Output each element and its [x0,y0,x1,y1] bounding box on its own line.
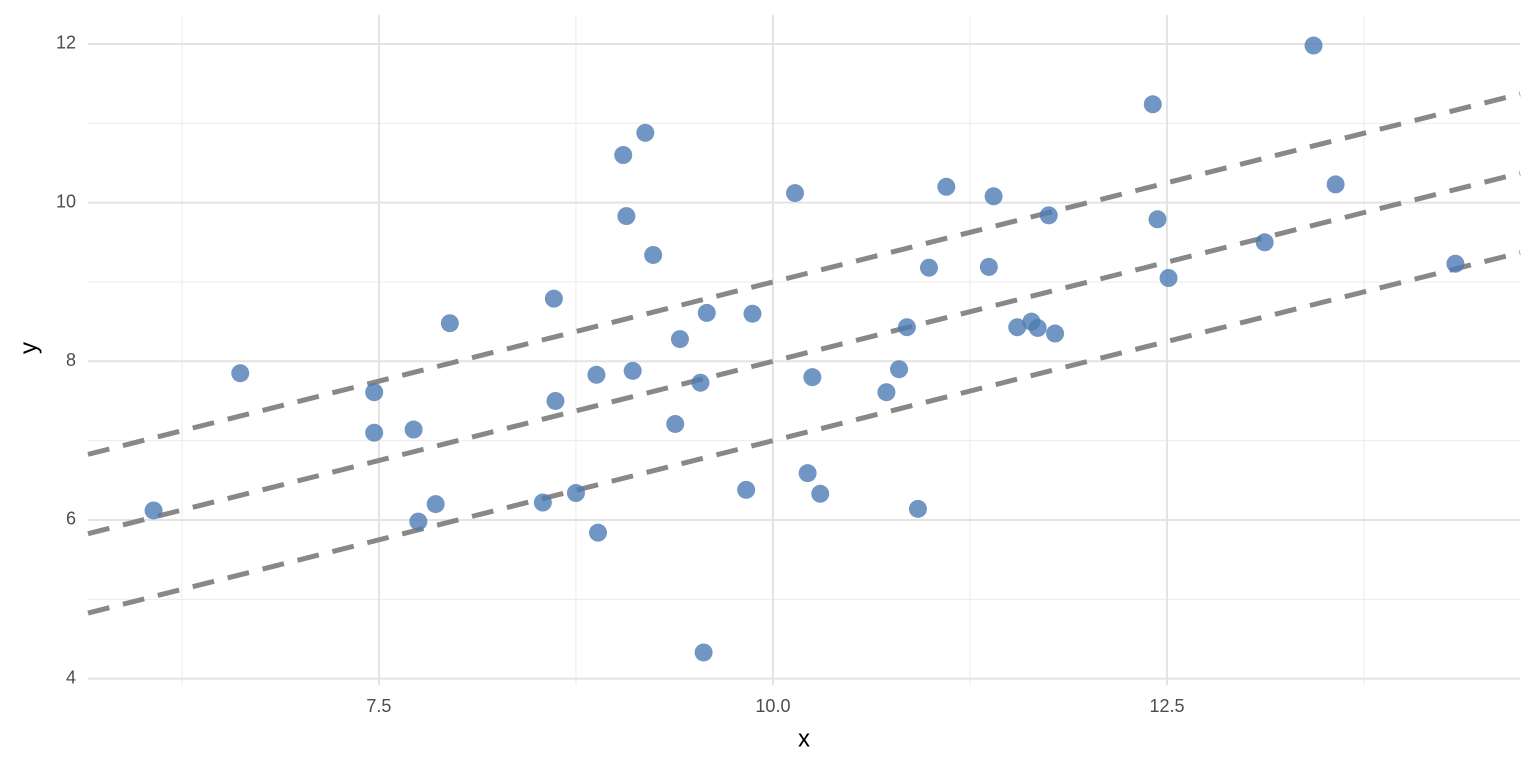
point [666,414,685,433]
point [670,330,689,349]
y-tick-label: 4 [66,667,76,687]
point [897,318,916,337]
point [636,123,655,142]
point [1326,175,1345,194]
point [533,493,552,512]
x-tick-label: 12.5 [1149,696,1184,716]
point [737,480,756,499]
point [1143,95,1162,114]
point [589,523,608,542]
point [1039,206,1058,225]
x-tick-label: 7.5 [366,696,391,716]
y-tick-label: 10 [56,191,76,211]
point [365,383,384,402]
x-axis-title: x [798,725,810,752]
y-tick-label: 8 [66,350,76,370]
point [1008,318,1027,337]
point [1159,269,1178,288]
point [803,368,822,387]
point [811,484,830,503]
point [890,360,909,379]
point [1446,254,1465,273]
point [691,373,710,392]
point [144,501,163,520]
reference-line [87,170,1521,537]
x-tick-label: 10.0 [755,696,790,716]
point [786,184,805,203]
y-tick-label: 6 [66,509,76,529]
y-axis-title: y [15,342,42,354]
y-tick-label: 12 [56,33,76,53]
point [798,464,817,483]
point [644,245,663,264]
point [587,365,606,384]
point [1046,324,1065,343]
point [919,258,938,277]
point [1304,36,1323,55]
point [984,187,1003,206]
point [544,289,563,308]
point [617,207,636,226]
point [743,304,762,323]
point [440,314,459,333]
point [614,146,633,165]
point [426,495,445,514]
point [404,420,423,439]
point [623,361,642,380]
point [979,257,998,276]
point [546,391,565,410]
point [877,383,896,402]
point [1255,233,1274,252]
point [908,499,927,518]
point [365,423,384,442]
point [937,177,956,196]
point [566,484,585,503]
reference-line [87,250,1521,616]
point [1148,210,1167,229]
point [697,303,716,322]
reference-line [87,91,1521,457]
point [409,512,428,531]
point [231,364,250,383]
point [694,643,713,662]
point [1028,318,1047,337]
